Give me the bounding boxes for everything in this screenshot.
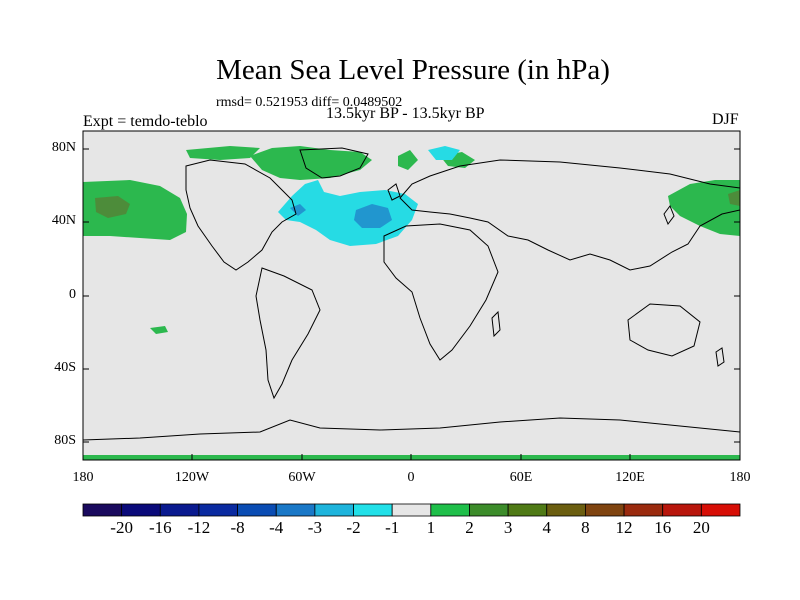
lat-label-40s: 40S (54, 360, 76, 375)
anomaly-low-atlantic (278, 180, 418, 246)
colorbar-label: 8 (581, 518, 590, 537)
anomaly-high-arctic (186, 146, 260, 160)
lon-label-60e: 60E (509, 470, 533, 485)
stats-line: rmsd= 0.521953 diff= 0.0489502 (216, 95, 403, 110)
lon-label-180e: 180 (729, 470, 751, 485)
coast-australia (627, 303, 701, 357)
colorbar-label: -3 (307, 518, 322, 537)
colorbar-label: 20 (692, 518, 710, 537)
anomaly-high-scandinavia (398, 150, 418, 170)
anomaly-high-pacific-east (668, 180, 740, 236)
colorbar-label: -4 (269, 518, 284, 537)
coast-antarctica (83, 417, 740, 441)
colorbar-swatch (237, 503, 277, 517)
colorbar-swatch (546, 503, 586, 517)
colorbar-label: -12 (187, 518, 211, 537)
coastlines (83, 147, 740, 441)
coast-africa (383, 223, 499, 361)
anomaly-high-pacific-west-core (95, 196, 130, 218)
colorbar-swatch (623, 503, 664, 517)
colorbar-label: -8 (230, 518, 245, 537)
lon-label-60w: 60W (288, 470, 316, 485)
map-title: Mean Sea Level Pressure (in hPa) (216, 54, 610, 86)
colorbar-label: 3 (503, 518, 513, 537)
anomaly-high-greenland (250, 146, 372, 180)
colorbar-label: -16 (148, 518, 172, 537)
colorbar-label: -1 (385, 518, 400, 537)
lat-label-40n: 40N (51, 213, 76, 228)
colorbar-label: -20 (110, 518, 133, 537)
map-background (83, 131, 740, 460)
anomaly-low-atlantic-core (354, 204, 392, 228)
colorbar-swatch (469, 503, 509, 517)
coast-greenland (299, 147, 369, 179)
colorbar-label: 16 (654, 518, 672, 537)
colorbar-label: 4 (542, 518, 552, 537)
coast-japan (663, 204, 675, 226)
anomaly-high-pacific-west (83, 180, 187, 240)
lat-label-80s: 80S (54, 433, 76, 448)
lon-ticks (82, 454, 741, 460)
anomaly-low-barents (428, 146, 460, 160)
colorbar-label: -2 (346, 518, 361, 537)
subtitle: 13.5kyr BP - 13.5kyr BP (326, 105, 485, 122)
coast-new-zealand (715, 347, 725, 367)
colorbar-label: 2 (465, 518, 474, 537)
anomaly-high-pacific-east-core (728, 190, 740, 206)
colorbar-swatch (585, 503, 625, 517)
lat-label-0: 0 (69, 287, 76, 302)
lon-label-180w: 180 (72, 470, 94, 485)
colorbar-label: 12 (615, 518, 633, 537)
colorbar-swatch (275, 503, 316, 517)
colorbar-swatch (159, 503, 200, 517)
experiment-label: Expt = temdo-teblo (83, 113, 208, 130)
colorbar-swatch (700, 503, 741, 517)
coast-uk (387, 183, 401, 201)
coast-madagascar (491, 310, 501, 338)
colorbar-swatch (391, 503, 432, 517)
colorbar-label: 1 (426, 518, 436, 537)
season-label: DJF (712, 111, 739, 128)
colorbar-swatch (353, 503, 393, 517)
colorbar-swatch (121, 503, 161, 517)
lon-label-120e: 120E (615, 470, 645, 485)
coast-south-america (255, 267, 321, 400)
colorbar-swatch (82, 503, 123, 517)
coast-eurasia (399, 159, 740, 271)
colorbar-swatch (314, 503, 354, 517)
colorbar-swatch (430, 503, 470, 517)
colorbar-swatch (507, 503, 548, 517)
lon-label-0: 0 (407, 470, 415, 485)
lat-ticks (83, 148, 740, 443)
colorbar-swatch (198, 503, 238, 517)
coast-north-america (185, 159, 297, 271)
colorbar-swatch (662, 503, 702, 517)
lon-label-120w: 120W (174, 470, 210, 485)
anomaly-high-south-pacific (150, 326, 168, 334)
lat-label-80n: 80N (51, 140, 76, 155)
